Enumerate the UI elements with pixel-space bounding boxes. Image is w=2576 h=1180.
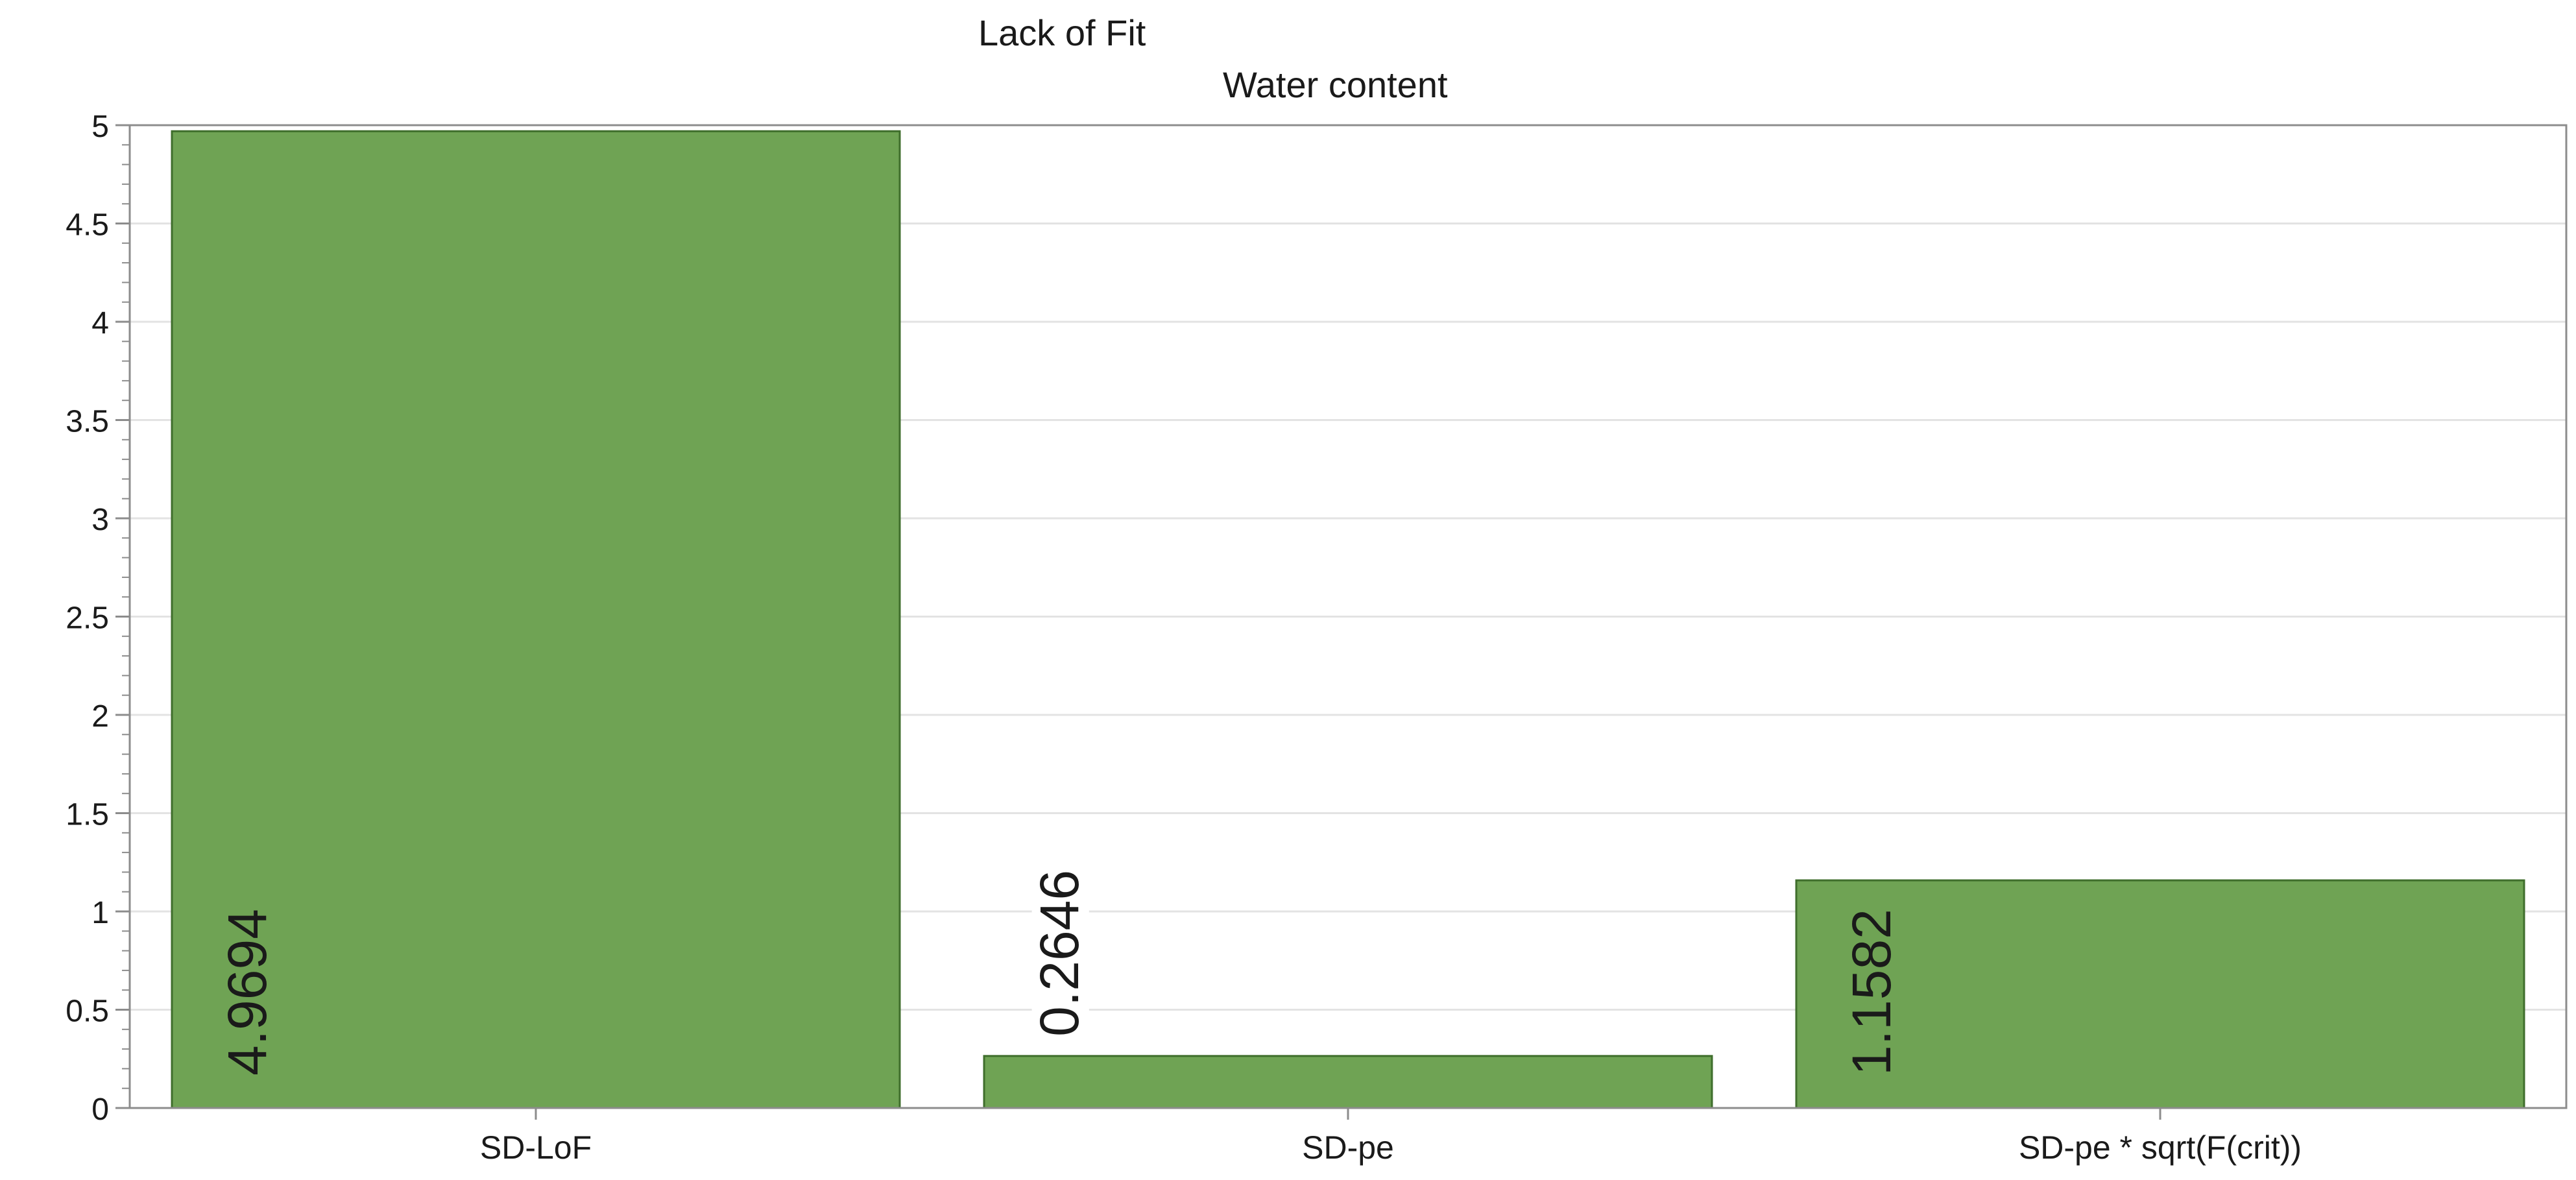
bar [171,130,901,1109]
chart-title: Lack of Fit [978,12,1146,53]
data-label: 0.2646 [1029,870,1090,1037]
y-tick-label: 0.5 [66,994,109,1029]
y-tick-label: 0 [91,1092,109,1127]
plot-frame [128,124,2568,1109]
y-tick-label: 1.5 [66,798,109,832]
y-tick-label: 4 [91,306,109,341]
chart-subtitle: Water content [1223,64,1448,105]
x-tick-label: SD-LoF [480,1129,592,1166]
y-tick-label: 3.5 [66,405,109,439]
data-label-background [1031,847,1089,1043]
bar [1795,879,2525,1109]
bar [983,1055,1713,1109]
y-tick-label: 5 [91,110,109,144]
y-tick-label: 1 [91,896,109,930]
x-tick-label: SD-pe [1302,1129,1394,1166]
y-tick-label: 2 [91,699,109,734]
y-tick-label: 4.5 [66,208,109,243]
x-tick-label: SD-pe * sqrt(F(crit)) [2019,1129,2302,1166]
y-tick-label: 3 [91,503,109,537]
y-tick-label: 2.5 [66,601,109,636]
data-label: 4.9694 [217,909,278,1076]
data-label: 1.1582 [1841,909,1902,1076]
